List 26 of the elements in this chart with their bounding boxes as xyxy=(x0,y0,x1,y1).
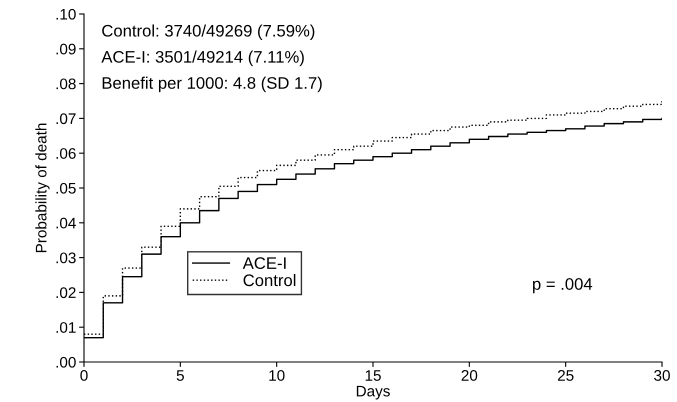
annotation: p = .004 xyxy=(533,278,592,294)
x-tick-label: 10 xyxy=(269,370,285,381)
y-axis-title: Probability of death xyxy=(35,124,50,252)
annotation: Benefit per 1000: 4.8 (SD 1.7) xyxy=(102,76,322,92)
x-tick-label: 0 xyxy=(80,370,88,381)
y-tick-label: .08 xyxy=(56,78,76,90)
y-tick-label: .10 xyxy=(56,8,76,20)
annotation: Control: 3740/49269 (7.59%) xyxy=(102,24,314,40)
x-tick-label: 25 xyxy=(558,370,574,381)
annotation: ACE-I: 3501/49214 (7.11%) xyxy=(101,50,304,66)
y-tick-label: .09 xyxy=(56,44,76,54)
x-axis-title: Days xyxy=(356,386,390,400)
y-tick-label: .04 xyxy=(56,218,76,228)
x-tick-label: 20 xyxy=(462,370,478,381)
y-tick-label: .06 xyxy=(56,148,76,159)
y-tick-label: .01 xyxy=(56,322,76,333)
legend-label: ACE-I xyxy=(242,257,286,270)
y-tick-label: .03 xyxy=(56,252,76,264)
x-tick-label: 5 xyxy=(176,370,184,381)
x-tick-label: 30 xyxy=(654,370,670,381)
y-tick-label: .05 xyxy=(56,182,76,194)
y-tick-label: .07 xyxy=(56,113,76,124)
legend-label: Control xyxy=(244,274,296,286)
y-tick-label: .02 xyxy=(56,287,76,298)
x-tick-label: 15 xyxy=(366,370,381,381)
y-tick-label: .00 xyxy=(56,356,76,368)
